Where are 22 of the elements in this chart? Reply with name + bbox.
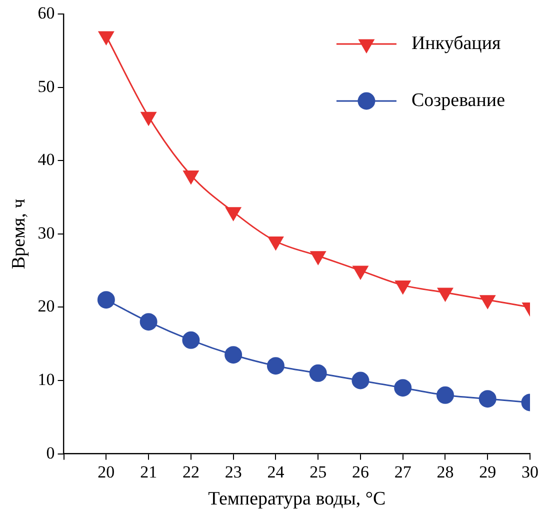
x-tick-label: 21 <box>140 462 158 482</box>
x-tick-label: 26 <box>352 462 369 482</box>
x-tick-label: 27 <box>394 462 412 482</box>
x-tick-label: 20 <box>98 462 115 482</box>
x-tick-label: 24 <box>267 462 285 482</box>
x-tick-label: 29 <box>479 462 496 482</box>
x-tick-label: 30 <box>522 462 538 482</box>
x-tick-label: 22 <box>182 462 200 482</box>
y-tick-label: 10 <box>38 370 55 389</box>
legend-label: Созревание <box>411 90 506 111</box>
y-tick-label: 20 <box>38 296 55 316</box>
y-tick-label: 40 <box>38 150 55 170</box>
y-axis-title: Время, ч <box>8 198 30 270</box>
y-tick-label: 50 <box>38 76 55 96</box>
x-axis-title: Температура воды, °C <box>208 488 386 510</box>
legend-label: Инкубация <box>411 32 501 54</box>
x-tick-label: 25 <box>310 462 327 482</box>
x-tick-label: 23 <box>224 462 242 482</box>
y-tick-label: 60 <box>38 3 55 22</box>
y-tick-label: 30 <box>38 223 55 242</box>
y-tick-label: 0 <box>46 443 55 462</box>
x-tick-label: 28 <box>436 462 454 482</box>
